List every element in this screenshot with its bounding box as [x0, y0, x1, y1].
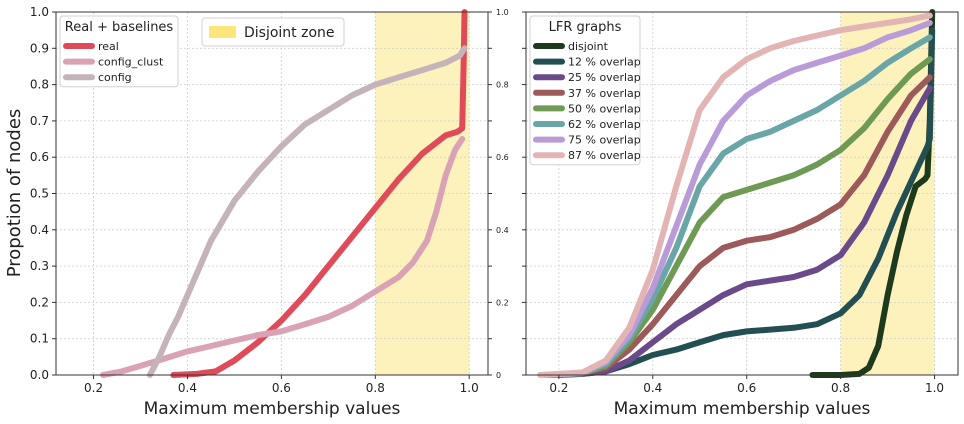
- x-tick-label: 1.0: [925, 381, 944, 395]
- right-y-tick-label: 0.8: [496, 81, 509, 90]
- zone-legend-swatch: [209, 26, 236, 38]
- series-line-12-overlap: [555, 27, 936, 378]
- right-chart-panel: 0.2 0.4 0.6 0.8 1.0 Maximum membership values…: [522, 9, 959, 419]
- legend-entry-label: 25 % overlap: [568, 71, 641, 84]
- x-tick-label: 0.4: [643, 381, 662, 395]
- legend-entry-label: disjoint: [568, 40, 609, 53]
- series-line-87-overlap: [537, 12, 933, 378]
- legend-entry-label: 75 % overlap: [568, 134, 641, 147]
- y-tick-label: 0.1: [30, 332, 49, 346]
- series-line-25-overlap: [546, 85, 933, 378]
- y-tick-label: 0.4: [30, 223, 49, 237]
- legend-box: [59, 15, 179, 88]
- right-y-tick-label: 0: [496, 371, 501, 380]
- zone-legend-box: [201, 17, 345, 47]
- legend-entry-label: real: [98, 40, 119, 53]
- x-tick-label: 0.2: [549, 381, 568, 395]
- x-tick-label: 1.0: [460, 381, 479, 395]
- legend-box: [529, 15, 641, 166]
- legend-entry-label: 87 % overlap: [568, 149, 641, 162]
- right-y-tick-label: 0.6: [496, 153, 509, 162]
- y-tick-label: 1.0: [30, 5, 49, 19]
- y-tick-label: 0.3: [30, 259, 49, 273]
- y-tick-label: 0.2: [30, 295, 49, 309]
- x-tick-label: 0.6: [737, 381, 756, 395]
- y-tick-label: 0.0: [30, 368, 49, 382]
- series-line-real: [170, 9, 468, 378]
- series-lines: [100, 9, 468, 378]
- x-tick-label: 0.2: [84, 381, 103, 395]
- y-tick-label: 0.5: [30, 187, 49, 201]
- legend-entry-label: 12 % overlap: [568, 56, 641, 69]
- right-y-tick-label: 1.0: [496, 8, 509, 17]
- right-y-tick-label: 0.4: [496, 226, 509, 235]
- legend-entry-label: config: [98, 71, 132, 84]
- x-tick-label: 0.4: [178, 381, 197, 395]
- y-tick-label: 0.8: [30, 78, 49, 92]
- right-y-tick-label: 0.2: [496, 298, 509, 307]
- series-line-37-overlap: [546, 74, 933, 378]
- legend-entry-label: 50 % overlap: [568, 102, 641, 115]
- series-line-config: [146, 45, 468, 378]
- left-chart-panel: 0.0 0.1 0.2 0.3 0.4 0.5 0.6 0.7 0.8 0.9 1.0 0 0.2 0.4…: [30, 5, 509, 419]
- zone-legend-label: Disjoint zone: [244, 25, 335, 41]
- series-lines: [537, 9, 936, 378]
- x-tick-label: 0.6: [272, 381, 291, 395]
- y-tick-label: 0.7: [30, 114, 49, 128]
- y-tick-label: 0.9: [30, 41, 49, 55]
- legend-title: LFR graphs: [549, 20, 622, 35]
- x-tick-label: 0.8: [366, 381, 385, 395]
- legend-entry-label: config_clust: [98, 56, 164, 69]
- legend-title: Real + baselines: [65, 20, 174, 35]
- legend-entry-label: 62 % overlap: [568, 118, 641, 131]
- x-axis-label: Maximum membership values: [144, 399, 401, 419]
- series-line-disjoint: [809, 9, 936, 378]
- x-tick-label: 0.8: [831, 381, 850, 395]
- x-axis-label: Maximum membership values: [614, 399, 871, 419]
- y-tick-label: 0.6: [30, 150, 49, 164]
- series-line-75-overlap: [541, 19, 933, 378]
- series-line-config-clust: [100, 136, 466, 378]
- legend-entry-label: 37 % overlap: [568, 87, 641, 100]
- y-axis-title: Propotion of nodes: [4, 109, 25, 278]
